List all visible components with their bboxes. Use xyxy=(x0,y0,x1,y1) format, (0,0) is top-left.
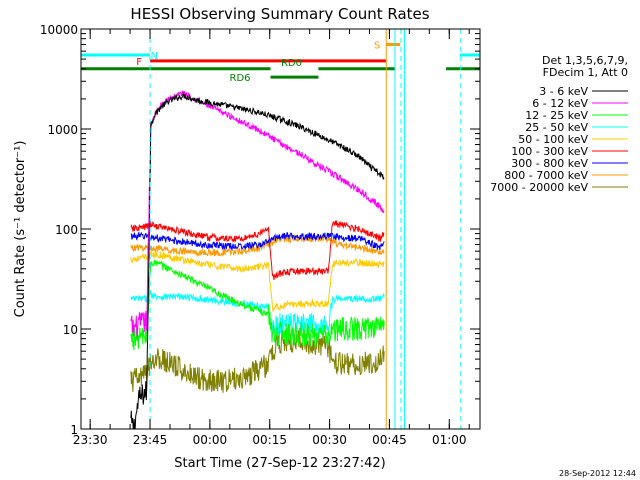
bar-label-f: F xyxy=(136,57,142,68)
x-axis-label: Start Time (27-Sep-12 23:27:42) xyxy=(174,456,385,471)
series-line-5 xyxy=(130,220,385,280)
y-tick-label-4: 10000 xyxy=(40,23,78,37)
y-tick-label-1: 10 xyxy=(63,323,78,337)
series-line-1 xyxy=(130,90,385,338)
series-line-0 xyxy=(130,91,385,430)
legend-label-1: 6 - 12 keV xyxy=(532,97,588,110)
time-markers xyxy=(149,29,462,429)
x-tick-label-5: 00:45 xyxy=(372,433,407,447)
axes: 23:30 23:45 00:00 00:15 00:30 00:45 01:00 1 10 10… xyxy=(40,23,480,447)
y-tick-label-2: 100 xyxy=(55,223,78,237)
legend-label-3: 25 - 50 keV xyxy=(525,121,588,134)
bar-label-rd6: RD6 xyxy=(230,73,251,84)
series-line-8 xyxy=(130,329,385,393)
legend-label-2: 12 - 25 keV xyxy=(525,109,588,122)
bar-label-s: S xyxy=(374,40,380,51)
legend-header-0: Det 1,3,5,6,7,9, xyxy=(542,54,628,67)
y-tick-label-3: 1000 xyxy=(47,123,78,137)
series-line-4 xyxy=(130,251,385,312)
legend-label-4: 50 - 100 keV xyxy=(518,133,588,146)
series-line-2 xyxy=(130,259,385,351)
x-tick-label-1: 23:45 xyxy=(133,433,168,447)
x-tick-label-4: 00:30 xyxy=(312,433,347,447)
legend-header-1: FDecim 1, Att 0 xyxy=(543,66,628,79)
bar-label-n: N xyxy=(151,51,158,62)
chart-title: HESSI Observing Summary Count Rates xyxy=(130,5,429,23)
legend-label-0: 3 - 6 keV xyxy=(539,85,588,98)
observing-bars: NF RD0 RD6 S xyxy=(81,40,480,84)
legend: Det 1,3,5,6,7,9,FDecim 1, Att 0 3 - 6 keV… xyxy=(490,54,628,194)
y-tick-label-0: 1 xyxy=(70,423,78,437)
x-tick-label-6: 01:00 xyxy=(432,433,467,447)
footer-timestamp: 28-Sep-2012 12:44 xyxy=(559,469,636,478)
x-tick-label-3: 00:15 xyxy=(252,433,287,447)
series-layer xyxy=(130,90,385,430)
x-tick-label-0: 23:30 xyxy=(73,433,108,447)
legend-label-5: 100 - 300 keV xyxy=(511,145,588,158)
series-line-7 xyxy=(130,234,385,258)
series-line-3 xyxy=(130,290,385,337)
x-tick-label-2: 00:00 xyxy=(193,433,228,447)
y-axis-label: Count Rate (s⁻¹ detector⁻¹) xyxy=(13,141,28,318)
legend-label-8: 7000 - 20000 keV xyxy=(490,181,588,194)
bar-label-rd0: RD0 xyxy=(281,58,302,69)
legend-label-7: 800 - 7000 keV xyxy=(504,169,588,182)
series-line-6 xyxy=(130,231,385,251)
legend-label-6: 300 - 800 keV xyxy=(511,157,588,170)
